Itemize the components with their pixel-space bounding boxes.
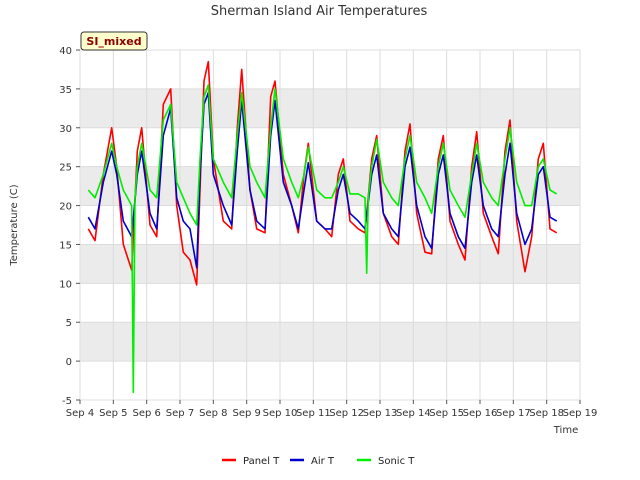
plot-band — [80, 322, 580, 362]
plot-band — [80, 88, 580, 128]
x-tick-label: Sep 19 — [563, 408, 598, 419]
y-tick-label: 10 — [59, 279, 72, 290]
y-tick-label: -5 — [62, 396, 72, 407]
x-tick-label: Sep 10 — [263, 408, 298, 419]
legend: Panel T Air T Sonic T — [222, 456, 415, 467]
series-lines — [87, 60, 558, 394]
x-tick-label: Sep 15 — [429, 408, 464, 419]
x-tick-label: Sep 18 — [529, 408, 564, 419]
y-tick-label: 40 — [59, 46, 72, 57]
site-badge: SI_mixed — [80, 31, 148, 51]
x-tick-label: Sep 8 — [199, 408, 227, 419]
series-line-air-t — [87, 92, 558, 269]
x-tick-label: Sep 17 — [496, 408, 531, 419]
legend-label: Sonic T — [378, 456, 415, 467]
x-tick-label: Sep 11 — [296, 408, 331, 419]
y-tick-label: 0 — [66, 357, 72, 368]
x-tick-label: Sep 12 — [329, 408, 364, 419]
x-tick-label: Sep 14 — [396, 408, 431, 419]
x-tick-label: Sep 9 — [232, 408, 260, 419]
x-tick-label: Sep 5 — [99, 408, 127, 419]
legend-label: Panel T — [243, 456, 280, 467]
y-tick-label: 20 — [59, 202, 72, 213]
y-tick-label: 25 — [59, 163, 72, 174]
plot-band — [80, 166, 580, 206]
plot-band — [80, 244, 580, 284]
grid — [79, 49, 581, 401]
y-tick-label: 35 — [59, 85, 72, 96]
series-line-sonic-t — [87, 84, 558, 394]
legend-label: Air T — [311, 456, 335, 467]
x-axis-ticks: Sep 4 Sep 5 Sep 6 Sep 7 Sep 8 Sep 9 Sep 10Sep … — [66, 400, 598, 419]
y-tick-label: 30 — [59, 124, 72, 135]
x-tick-label: Sep 4 — [66, 408, 94, 419]
site-badge-box — [80, 31, 148, 51]
chart-title: Sherman Island Air Temperatures — [211, 4, 428, 19]
y-axis-ticks: -5 0 5 10 15 20 25 30 35 40 — [59, 46, 80, 407]
x-axis-label: Time — [553, 425, 578, 436]
x-tick-label: Sep 13 — [363, 408, 398, 419]
site-badge-label: SI_mixed — [86, 35, 141, 48]
x-tick-label: Sep 16 — [463, 408, 498, 419]
x-tick-label: Sep 7 — [166, 408, 194, 419]
x-tick-label: Sep 6 — [132, 408, 160, 419]
y-axis-label: Temperature (C) — [9, 184, 20, 266]
y-tick-label: 5 — [66, 318, 72, 329]
y-tick-label: 15 — [59, 240, 72, 251]
